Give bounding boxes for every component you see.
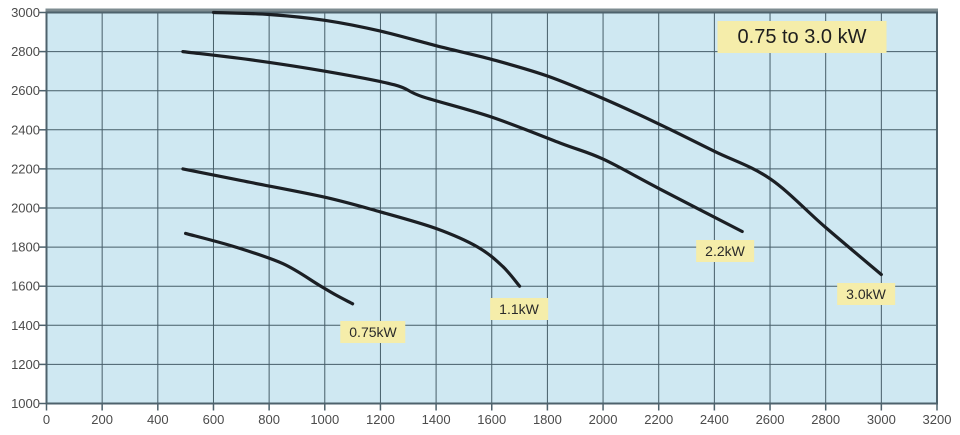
svg-text:2400: 2400 <box>700 412 729 427</box>
svg-text:2800: 2800 <box>811 412 840 427</box>
svg-text:600: 600 <box>203 412 225 427</box>
chart-title: 0.75 to 3.0 kW <box>717 21 887 53</box>
curve-label-0-75kw: 0.75kW <box>340 321 406 343</box>
svg-text:1200: 1200 <box>366 412 395 427</box>
curve-3.0kW <box>211 10 883 277</box>
svg-text:1000: 1000 <box>310 412 339 427</box>
svg-text:2400: 2400 <box>11 122 40 137</box>
svg-text:800: 800 <box>258 412 280 427</box>
svg-text:1400: 1400 <box>422 412 451 427</box>
svg-text:0: 0 <box>43 412 50 427</box>
svg-text:2000: 2000 <box>11 201 40 216</box>
svg-text:3200: 3200 <box>923 412 952 427</box>
curve-1.1kW <box>181 167 522 288</box>
svg-text:3000: 3000 <box>867 412 896 427</box>
svg-text:2000: 2000 <box>589 412 618 427</box>
curve-2.2kW <box>181 50 744 234</box>
svg-text:1800: 1800 <box>11 240 40 255</box>
plot-border <box>45 11 938 405</box>
svg-text:200: 200 <box>91 412 113 427</box>
y-axis-labels: 1000 1200 1400 1600 1800 2000 2200 2400 2600 2800… <box>11 5 40 411</box>
svg-text:1600: 1600 <box>11 279 40 294</box>
curve-label-1-1kw: 1.1kW <box>490 298 548 320</box>
curve-label-3-0kw: 3.0kW <box>837 283 895 305</box>
svg-text:2600: 2600 <box>11 83 40 98</box>
svg-text:1400: 1400 <box>11 318 40 333</box>
svg-text:1200: 1200 <box>11 357 40 372</box>
x-axis-labels: 0 200 400 600 800 1000 1200 1400 1600 1800 2000 220… <box>43 412 952 427</box>
svg-text:2200: 2200 <box>644 412 673 427</box>
curve-0.75kW <box>184 231 355 306</box>
svg-text:2800: 2800 <box>11 44 40 59</box>
svg-text:1800: 1800 <box>533 412 562 427</box>
axis-ticks <box>39 11 938 411</box>
svg-text:1600: 1600 <box>477 412 506 427</box>
svg-text:1000: 1000 <box>11 396 40 411</box>
svg-text:400: 400 <box>147 412 169 427</box>
svg-text:3000: 3000 <box>11 5 40 20</box>
svg-text:2600: 2600 <box>756 412 785 427</box>
svg-text:2200: 2200 <box>11 161 40 176</box>
curve-label-2-2kw: 2.2kW <box>696 240 754 262</box>
